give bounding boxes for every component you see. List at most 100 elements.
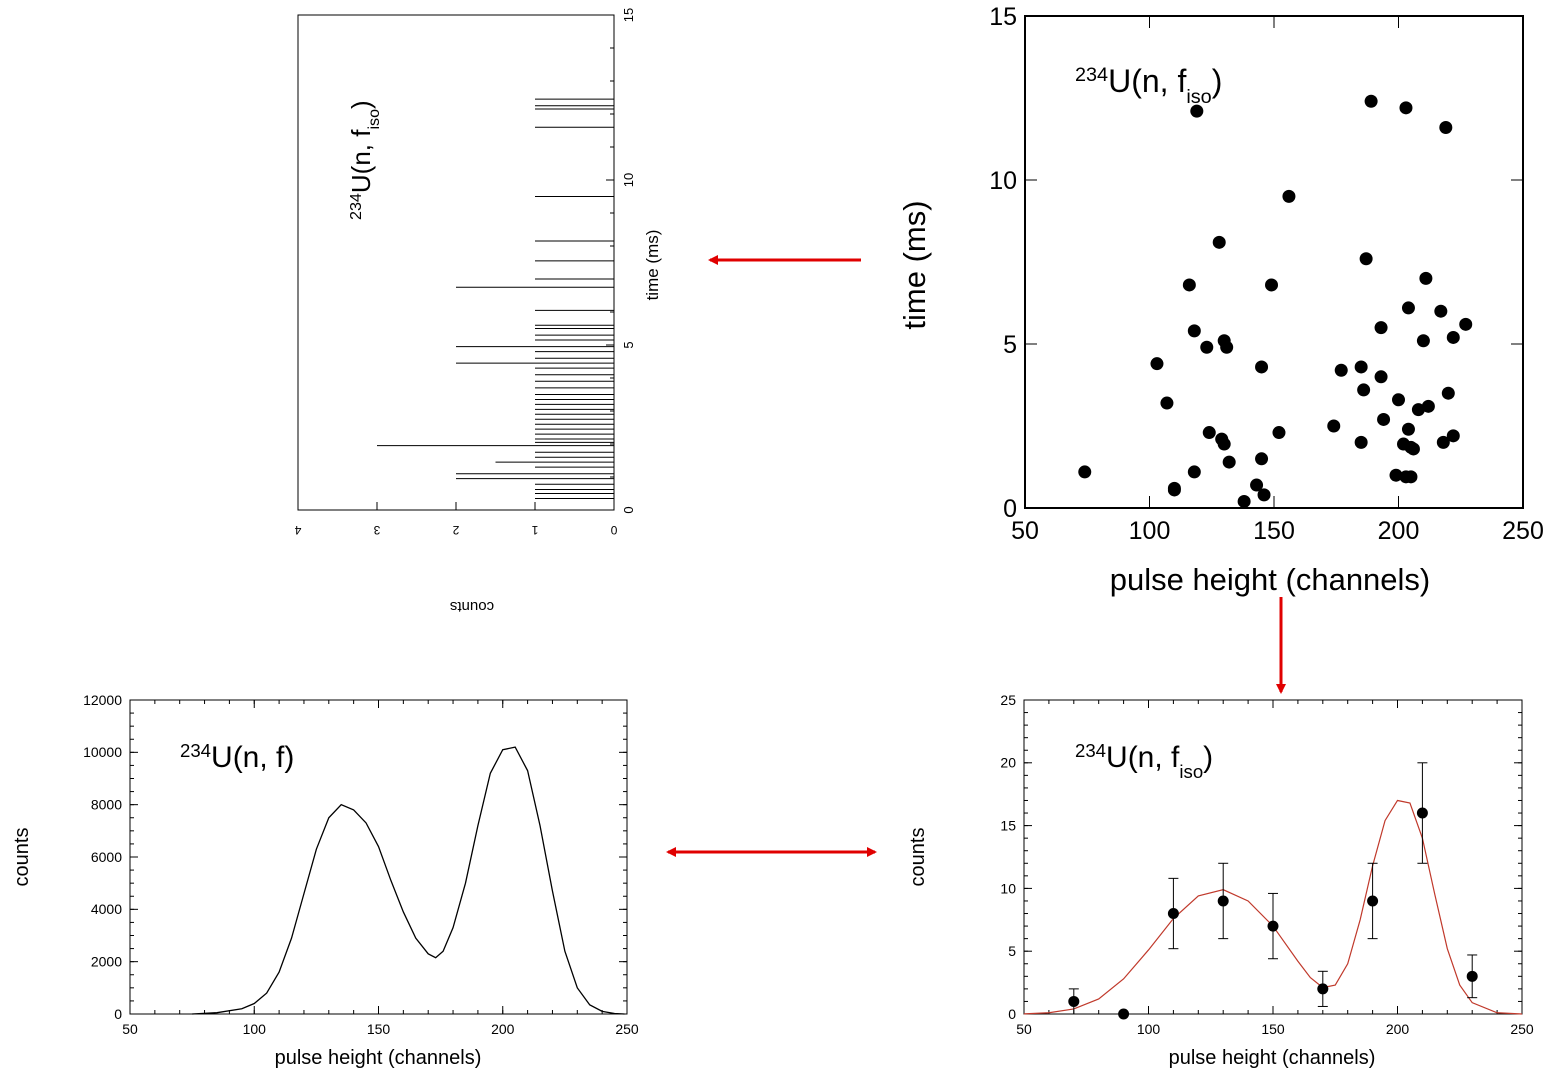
data-point bbox=[1257, 488, 1271, 502]
count-tick-label: 2 bbox=[452, 523, 459, 537]
count-tick-label: 4 bbox=[294, 523, 301, 537]
data-point bbox=[1364, 94, 1378, 108]
x-tick-label: 100 bbox=[243, 1021, 267, 1037]
data-point bbox=[1202, 426, 1216, 440]
y-tick-label: 15 bbox=[1000, 818, 1016, 834]
data-point bbox=[1377, 412, 1391, 426]
x-tick-label: 200 bbox=[1386, 1021, 1410, 1037]
data-point bbox=[1411, 403, 1425, 417]
data-point bbox=[1212, 235, 1226, 249]
data-point bbox=[1357, 383, 1371, 397]
data-point bbox=[1167, 483, 1181, 497]
fit-curve bbox=[1023, 799, 1523, 1015]
data-point bbox=[1167, 908, 1179, 920]
y-tick-label: 10 bbox=[989, 167, 1017, 195]
data-point bbox=[1389, 468, 1403, 482]
data-point bbox=[1419, 271, 1433, 285]
y-tick-label: 12000 bbox=[83, 692, 122, 708]
reaction-annotation: 234U(n, fiso) bbox=[1075, 740, 1213, 782]
data-point bbox=[1439, 121, 1453, 135]
y-tick-label: 2000 bbox=[91, 954, 122, 970]
x-tick-label: 250 bbox=[1510, 1021, 1534, 1037]
plot-frame bbox=[297, 14, 615, 511]
data-point bbox=[1182, 278, 1196, 292]
data-point bbox=[1265, 278, 1279, 292]
data-point bbox=[1334, 363, 1348, 377]
y-tick-label: 20 bbox=[1000, 755, 1016, 771]
x-tick-label: 150 bbox=[1261, 1021, 1285, 1037]
spectrum-line bbox=[192, 746, 625, 1015]
y-tick-label: 10000 bbox=[83, 744, 122, 760]
x-axis-label: pulse height (channels) bbox=[1110, 562, 1431, 597]
x-tick-label: 150 bbox=[1253, 517, 1295, 545]
data-point bbox=[1416, 807, 1428, 819]
data-point bbox=[1367, 895, 1379, 907]
data-point bbox=[1217, 437, 1231, 451]
data-point bbox=[1217, 895, 1229, 907]
data-point bbox=[1466, 970, 1478, 982]
data-point bbox=[1078, 465, 1092, 479]
data-point bbox=[1327, 419, 1341, 433]
isomer-fission-spectrum: 50 100 150 200 250 0 5 10 15 20 25 pulse height (ch… bbox=[907, 692, 1534, 1069]
data-point bbox=[1160, 396, 1174, 410]
data-point bbox=[1446, 429, 1460, 443]
data-point bbox=[1374, 321, 1388, 335]
x-axis-label: pulse height (channels) bbox=[1169, 1047, 1376, 1069]
data-point bbox=[1267, 920, 1279, 932]
data-point bbox=[1401, 301, 1415, 315]
y-tick-label: 6000 bbox=[91, 849, 122, 865]
data-point bbox=[1237, 494, 1251, 508]
rotated-time-histogram: 0 1 2 3 4 0 5 10 15 counts time (ms) 234U(n, fiso) bbox=[294, 8, 662, 615]
data-point bbox=[1255, 452, 1269, 466]
count-tick-label: 0 bbox=[610, 523, 617, 537]
time-axis-label: time (ms) bbox=[643, 230, 662, 301]
reaction-annotation: 234U(n, f) bbox=[180, 740, 294, 775]
x-tick-label: 150 bbox=[367, 1021, 391, 1037]
data-point bbox=[1399, 101, 1413, 115]
time-tick-label: 5 bbox=[621, 341, 636, 348]
time-tick-label: 0 bbox=[621, 506, 636, 513]
count-tick-label: 1 bbox=[531, 523, 538, 537]
reaction-annotation: 234U(n, fiso) bbox=[1075, 63, 1222, 108]
y-tick-label: 0 bbox=[1008, 1006, 1016, 1022]
data-point bbox=[1118, 1008, 1130, 1020]
x-tick-label: 250 bbox=[615, 1021, 639, 1037]
data-point bbox=[1282, 189, 1296, 203]
data-point bbox=[1459, 317, 1473, 331]
data-point bbox=[1401, 422, 1415, 436]
data-point bbox=[1317, 983, 1329, 995]
y-tick-label: 10 bbox=[1000, 880, 1016, 896]
data-point bbox=[1220, 340, 1234, 354]
data-point bbox=[1255, 360, 1269, 374]
y-axis-label: time (ms) bbox=[897, 200, 932, 329]
data-point bbox=[1421, 399, 1435, 413]
data-point bbox=[1187, 324, 1201, 338]
y-axis-label: counts bbox=[11, 828, 33, 887]
count-axis-label: counts bbox=[450, 598, 494, 615]
data-point bbox=[1441, 386, 1455, 400]
time-tick-label: 15 bbox=[621, 8, 636, 22]
data-point bbox=[1190, 104, 1204, 118]
x-tick-label: 200 bbox=[1378, 517, 1420, 545]
data-point bbox=[1392, 393, 1405, 407]
y-tick-label: 5 bbox=[1008, 943, 1016, 959]
y-tick-label: 25 bbox=[1000, 692, 1016, 708]
reaction-annotation: 234U(n, fiso) bbox=[346, 100, 383, 220]
count-tick-label: 3 bbox=[373, 523, 380, 537]
y-axis-label: counts bbox=[907, 828, 929, 887]
data-point bbox=[1222, 455, 1236, 469]
data-point bbox=[1068, 995, 1080, 1007]
data-point bbox=[1354, 435, 1368, 449]
x-tick-label: 50 bbox=[1016, 1021, 1032, 1037]
y-tick-label: 5 bbox=[1003, 331, 1017, 359]
data-point bbox=[1416, 334, 1430, 348]
x-tick-label: 250 bbox=[1502, 517, 1544, 545]
x-tick-label: 100 bbox=[1129, 517, 1171, 545]
x-tick-label: 200 bbox=[491, 1021, 515, 1037]
connector-arrows bbox=[666, 255, 1286, 857]
time-tick-label: 10 bbox=[621, 173, 636, 187]
total-fission-spectrum: 50 100 150 200 250 0 2000 4000 6000 8000 10000 1200… bbox=[11, 692, 639, 1069]
data-point bbox=[1404, 470, 1418, 484]
data-point bbox=[1406, 442, 1420, 456]
